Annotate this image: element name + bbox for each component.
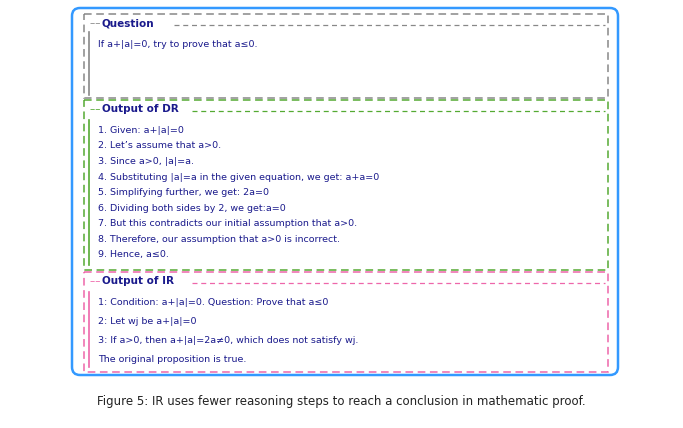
Text: 1. Given: a+|a|=0: 1. Given: a+|a|=0 [98,126,184,135]
Text: 3. Since a>0, |a|=a.: 3. Since a>0, |a|=a. [98,157,194,166]
Text: 4. Substituting |a|=a in the given equation, we get: a+a=0: 4. Substituting |a|=a in the given equat… [98,172,379,181]
Text: Figure 5: IR uses fewer reasoning steps to reach a conclusion in mathematic proo: Figure 5: IR uses fewer reasoning steps … [97,395,586,408]
Text: Output of DR: Output of DR [102,104,179,114]
Text: 9. Hence, a≤0.: 9. Hence, a≤0. [98,250,169,259]
Text: ––: –– [90,104,104,114]
Bar [84,14,608,98]
Text: 1: Condition: a+|a|=0. Question: Prove that a≤0: 1: Condition: a+|a|=0. Question: Prove t… [98,298,329,307]
Text: 2: Let wj be a+|a|=0: 2: Let wj be a+|a|=0 [98,317,197,326]
Text: 5. Simplifying further, we get: 2a=0: 5. Simplifying further, we get: 2a=0 [98,188,269,197]
Text: 2. Let’s assume that a>0.: 2. Let’s assume that a>0. [98,142,221,151]
Text: 6. Dividing both sides by 2, we get:a=0: 6. Dividing both sides by 2, we get:a=0 [98,203,285,212]
Text: ––: –– [90,18,104,28]
Bar [84,100,608,270]
Text: The original proposition is true.: The original proposition is true. [98,355,247,364]
Text: 8. Therefore, our assumption that a>0 is incorrect.: 8. Therefore, our assumption that a>0 is… [98,235,340,244]
Text: Output of IR: Output of IR [102,276,174,286]
Bar [84,272,608,372]
Text: ––: –– [90,276,104,286]
Text: 7. But this contradicts our initial assumption that a>0.: 7. But this contradicts our initial assu… [98,219,357,228]
Text: 3: If a>0, then a+|a|=2a≠0, which does not satisfy wj.: 3: If a>0, then a+|a|=2a≠0, which does n… [98,336,359,345]
Text: If a+|a|=0, try to prove that a≤0.: If a+|a|=0, try to prove that a≤0. [98,40,257,49]
Text: Question: Question [102,18,154,28]
